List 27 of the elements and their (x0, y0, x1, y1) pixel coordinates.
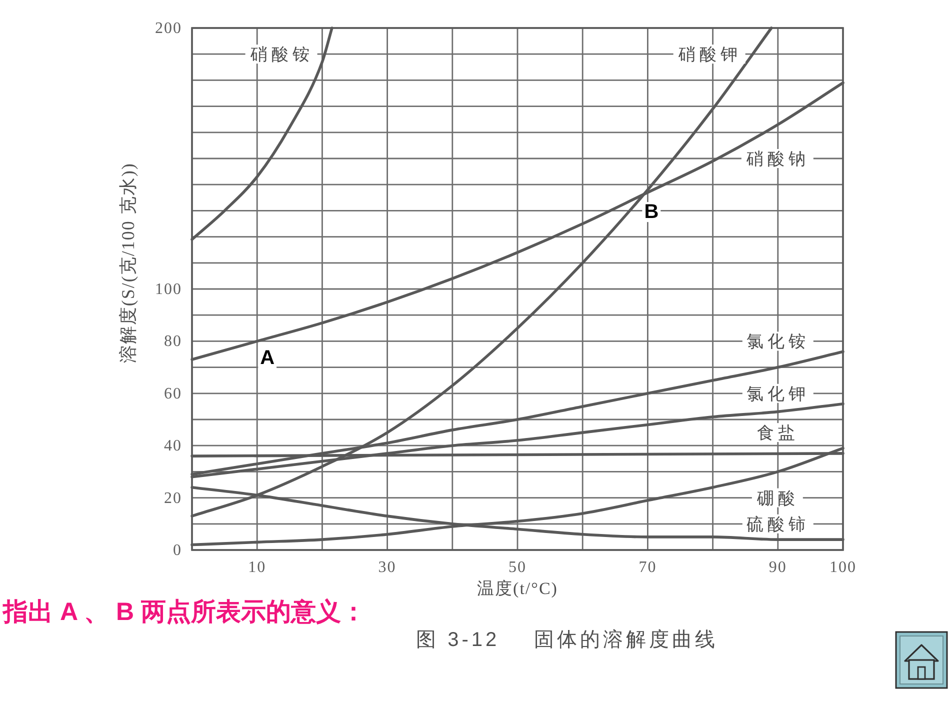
y-tick-label: 40 (164, 437, 182, 454)
y-tick-label: 200 (155, 20, 182, 36)
series-name: 氯化钾 (746, 384, 810, 403)
y-tick-label: 80 (164, 332, 182, 350)
y-tick-label: 0 (173, 542, 182, 558)
x-tick-label: 50 (508, 559, 526, 576)
x-axis-title: 温度(t/°C) (477, 579, 558, 598)
x-tick-label: 30 (378, 559, 396, 576)
series-name: 硼酸 (756, 488, 799, 508)
annotation: 指出 A 、 B 两点所表示的意义： (3, 598, 366, 626)
series-name: 氯化铵 (746, 332, 810, 351)
y-tick-label: 60 (164, 384, 182, 402)
x-tick-label: 100 (830, 559, 856, 576)
series-name: 硝酸铵 (250, 44, 314, 64)
y-tick-label: 20 (164, 489, 182, 506)
series-name: 食盐 (756, 423, 799, 442)
annotation: A (260, 347, 275, 370)
series-name: 硝酸钠 (746, 149, 810, 168)
series-name: 硝酸钾 (678, 44, 742, 64)
y-tick-label: 100 (155, 280, 182, 298)
y-axis-title: 溶解度(S/(克/100 克水)) (118, 162, 138, 364)
x-tick-label: 90 (768, 559, 787, 576)
series-name: 硫酸铈 (746, 514, 810, 534)
x-tick-label: 70 (638, 559, 657, 576)
annotation: B (644, 201, 659, 224)
title: 图 3-12 固体的溶解度曲线 (416, 629, 718, 651)
x-tick-label: 10 (248, 559, 266, 576)
